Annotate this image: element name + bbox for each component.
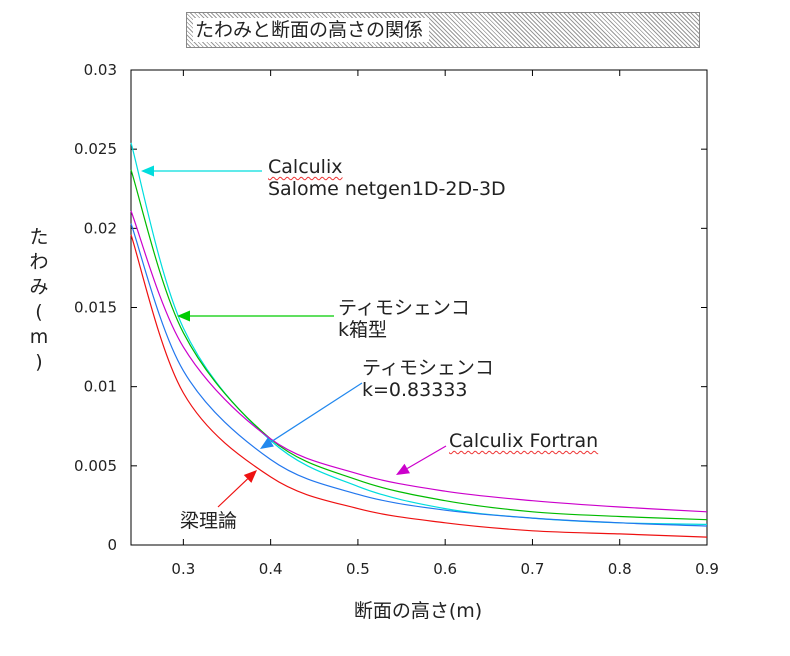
arrow-timoshenko-box-head — [177, 310, 190, 322]
arrow-timoshenko-k-shaft — [270, 382, 363, 443]
annotation-line: ティモシェンコ — [362, 357, 494, 379]
x-tick-label: 0.5 — [346, 560, 370, 578]
x-tick-label: 0.8 — [608, 560, 632, 578]
annotation-timoshenko-k: ティモシェンコ k=0.83333 — [362, 357, 494, 401]
x-tick-label: 0.7 — [521, 560, 545, 578]
arrow-calculix-salome-head — [141, 165, 154, 177]
arrow-timoshenko-k-head — [260, 437, 274, 449]
annotation-line: k=0.83333 — [362, 379, 468, 401]
arrow-calculix-fortran-head — [396, 463, 411, 475]
series-line-timoshenko-k — [130, 223, 708, 527]
y-tick-label: 0.025 — [74, 140, 117, 158]
y-tick-label: 0.03 — [84, 61, 117, 79]
y-axis-label-char: ( — [35, 301, 43, 323]
x-tick-label: 0.3 — [171, 560, 195, 578]
y-tick-label: 0.005 — [74, 457, 117, 475]
annotation-line: Salome netgen1D-2D-3D — [268, 178, 506, 200]
chart-title-box: たわみと断面の高さの関係 — [186, 12, 700, 48]
y-axis-label-char: た — [29, 226, 49, 248]
annotation-line: k箱型 — [338, 319, 388, 341]
y-tick-label: 0.02 — [84, 219, 117, 237]
chart-title: たわみと断面の高さの関係 — [193, 18, 430, 42]
y-axis-label: たわみ ( m) — [24, 225, 54, 375]
y-tick-label: 0 — [107, 536, 117, 554]
annotation-line: ティモシェンコ — [338, 297, 470, 319]
arrow-beam-theory-head — [243, 470, 257, 483]
y-tick-label: 0.015 — [74, 299, 117, 317]
annotation-timoshenko-box: ティモシェンコ k箱型 — [338, 297, 470, 341]
annotation-line: 梁理論 — [180, 510, 238, 532]
x-tick-label: 0.9 — [695, 560, 719, 578]
annotation-calculix-fortran: Calculix Fortran — [449, 430, 598, 452]
annotation-line: Calculix — [268, 156, 343, 178]
arrow-calculix-fortran-shaft — [406, 445, 447, 469]
arrow-beam-theory-shaft — [217, 478, 248, 508]
y-axis-label-char: わ — [29, 251, 49, 273]
series-line-calculix-fortran — [130, 210, 708, 513]
annotation-calculix-salome: Calculix Salome netgen1D-2D-3D — [268, 156, 506, 200]
y-tick-label: 0.01 — [84, 378, 117, 396]
series-line-timoshenko-box — [130, 169, 708, 521]
annotation-beam-theory: 梁理論 — [180, 510, 237, 532]
x-axis-label: 断面の高さ(m) — [353, 600, 483, 622]
x-tick-label: 0.6 — [433, 560, 457, 578]
y-axis-label-char: m — [29, 326, 49, 348]
y-axis-label-char: み — [29, 276, 49, 298]
series-line-beam-theory — [130, 234, 708, 538]
x-tick-label: 0.4 — [259, 560, 283, 578]
y-axis-label-char: ) — [35, 351, 43, 373]
annotation-line: Calculix Fortran — [449, 430, 599, 452]
